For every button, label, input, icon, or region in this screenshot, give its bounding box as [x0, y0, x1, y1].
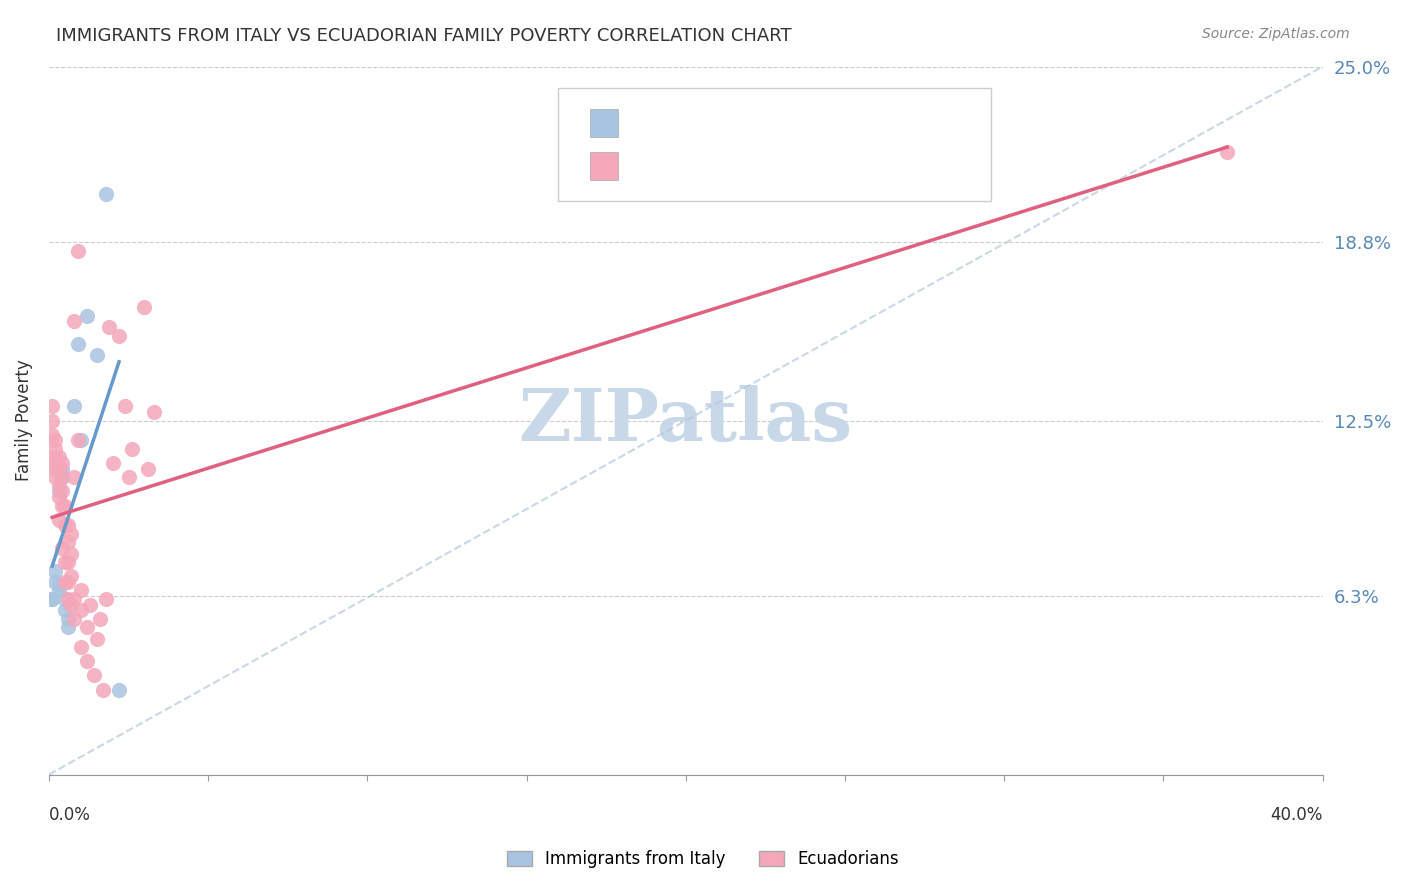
- Point: [136, 461, 159, 475]
- Text: ZIPatlas: ZIPatlas: [519, 385, 853, 456]
- Point: [44, 564, 66, 578]
- Point: [41, 427, 63, 442]
- Point: [48, 484, 70, 499]
- Point: [51, 456, 73, 470]
- Y-axis label: Family Poverty: Family Poverty: [15, 359, 32, 482]
- Point: [86, 348, 108, 362]
- Point: [48, 583, 70, 598]
- Point: [96, 592, 118, 607]
- Point: [63, 314, 86, 328]
- Point: [98, 320, 121, 334]
- Point: [51, 484, 73, 499]
- Point: [83, 668, 105, 682]
- Point: [41, 400, 63, 414]
- Point: [60, 547, 83, 561]
- Point: [143, 405, 166, 419]
- Point: [44, 461, 66, 475]
- Point: [86, 632, 108, 646]
- Point: [53, 555, 76, 569]
- Point: [117, 470, 139, 484]
- Text: R = 0.144: R = 0.144: [628, 157, 711, 175]
- Point: [91, 682, 114, 697]
- Point: [66, 244, 89, 258]
- Bar: [591, 152, 619, 180]
- Point: [44, 470, 66, 484]
- Text: 40.0%: 40.0%: [1270, 806, 1323, 824]
- Point: [56, 592, 79, 607]
- Point: [53, 574, 76, 589]
- Point: [51, 470, 73, 484]
- Point: [56, 612, 79, 626]
- Text: IMMIGRANTS FROM ITALY VS ECUADORIAN FAMILY POVERTY CORRELATION CHART: IMMIGRANTS FROM ITALY VS ECUADORIAN FAMI…: [56, 27, 792, 45]
- Point: [96, 187, 118, 202]
- Point: [66, 337, 89, 351]
- Legend: Immigrants from Italy, Ecuadorians: Immigrants from Italy, Ecuadorians: [501, 844, 905, 875]
- Point: [121, 442, 143, 456]
- Point: [1216, 145, 1239, 159]
- Point: [69, 583, 91, 598]
- Point: [53, 499, 76, 513]
- Point: [48, 461, 70, 475]
- Point: [44, 574, 66, 589]
- Point: [89, 612, 111, 626]
- Point: [56, 620, 79, 634]
- Point: [51, 461, 73, 475]
- Point: [41, 456, 63, 470]
- Text: Source: ZipAtlas.com: Source: ZipAtlas.com: [1202, 27, 1350, 41]
- Point: [63, 470, 86, 484]
- Point: [63, 400, 86, 414]
- Point: [69, 603, 91, 617]
- Point: [101, 456, 124, 470]
- Point: [56, 518, 79, 533]
- Point: [51, 470, 73, 484]
- Point: [48, 479, 70, 493]
- Point: [51, 541, 73, 555]
- Point: [60, 526, 83, 541]
- Point: [114, 400, 136, 414]
- Point: [48, 578, 70, 592]
- Point: [60, 598, 83, 612]
- Point: [56, 555, 79, 569]
- Point: [53, 518, 76, 533]
- Point: [44, 442, 66, 456]
- Point: [41, 592, 63, 607]
- Point: [134, 301, 156, 315]
- Point: [56, 535, 79, 549]
- Point: [53, 603, 76, 617]
- Point: [53, 592, 76, 607]
- Point: [66, 434, 89, 448]
- Point: [76, 620, 98, 634]
- Point: [63, 612, 86, 626]
- Point: [56, 574, 79, 589]
- Point: [76, 309, 98, 323]
- Point: [48, 450, 70, 465]
- Point: [69, 640, 91, 654]
- Text: 0.0%: 0.0%: [49, 806, 91, 824]
- Text: R = 0.412: R = 0.412: [628, 114, 711, 132]
- Point: [44, 434, 66, 448]
- Text: N = 20: N = 20: [762, 114, 820, 132]
- FancyBboxPatch shape: [558, 87, 991, 201]
- Bar: [591, 109, 619, 137]
- Point: [63, 592, 86, 607]
- Text: N = 59: N = 59: [762, 157, 820, 175]
- Point: [41, 592, 63, 607]
- Point: [51, 499, 73, 513]
- Point: [60, 569, 83, 583]
- Point: [44, 450, 66, 465]
- Point: [48, 513, 70, 527]
- Point: [108, 682, 131, 697]
- Point: [41, 414, 63, 428]
- Point: [76, 654, 98, 668]
- Point: [48, 490, 70, 504]
- Point: [108, 328, 131, 343]
- Point: [79, 598, 101, 612]
- Point: [69, 434, 91, 448]
